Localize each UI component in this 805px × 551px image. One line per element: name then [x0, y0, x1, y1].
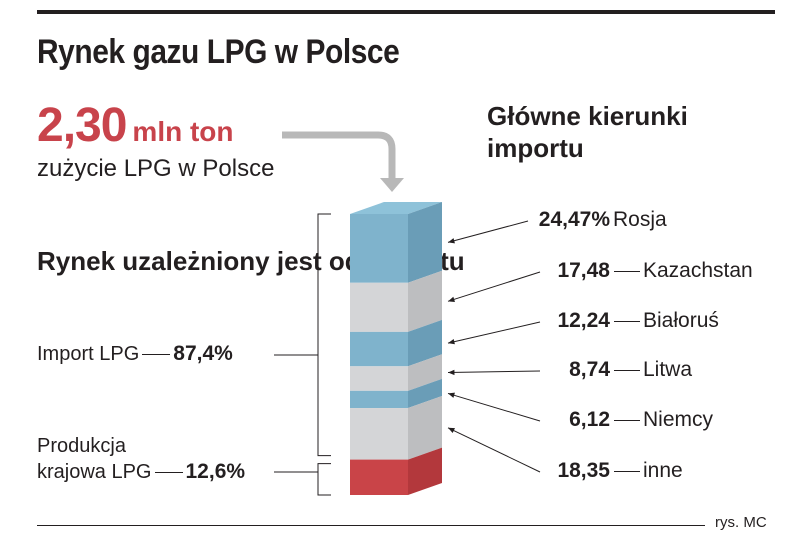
production-segment-side — [408, 447, 442, 495]
production-dash — [154, 472, 183, 473]
top-rule — [37, 10, 775, 14]
import-bracket — [317, 213, 331, 457]
category-label: Kazachstan — [643, 259, 753, 282]
leader-arrowhead — [448, 427, 455, 434]
leader-arrowhead — [448, 369, 455, 376]
category-label: inne — [643, 459, 683, 482]
legend-row: 18,35 inne — [470, 459, 770, 483]
right-heading: Główne kierunki importu — [487, 101, 688, 163]
production-value: 12,6% — [185, 460, 246, 483]
stack-segment — [350, 408, 408, 460]
category-label: Białoruś — [643, 309, 719, 332]
leader-arrowhead — [448, 392, 455, 398]
row-dash — [614, 370, 640, 371]
stack-segment — [350, 331, 408, 367]
stack-segment-side — [408, 354, 442, 391]
total-caption: zużycie LPG w Polsce — [37, 155, 275, 182]
total-consumption: 2,30 mln ton — [37, 98, 234, 153]
leader-line — [447, 392, 541, 422]
import-label-row: Import LPG 87,4% — [37, 342, 233, 366]
production-label-2: krajowa LPG — [37, 461, 152, 483]
category-label: Litwa — [643, 358, 693, 381]
production-bracket — [317, 463, 331, 496]
total-arrowhead — [380, 178, 404, 192]
legend-row: 6,12 Niemcy — [470, 408, 770, 432]
value-label: 8,74 — [569, 358, 610, 381]
leader-line — [447, 427, 541, 473]
value-label: 24,47% — [538, 208, 610, 231]
row-dash — [614, 471, 640, 472]
total-value: 2,30 — [37, 99, 127, 152]
page-title: Rynek gazu LPG w Polsce — [37, 33, 400, 71]
import-dash — [142, 354, 171, 355]
leader-line — [447, 370, 541, 374]
stack-segment-side — [408, 378, 442, 409]
stack-segment — [350, 366, 408, 391]
leader-line — [447, 321, 541, 344]
value-label: 18,35 — [557, 459, 610, 482]
production-label-1: Produkcja — [37, 435, 126, 457]
total-unit: mln ton — [132, 116, 234, 147]
import-label: Import LPG — [37, 343, 140, 365]
leader-line — [447, 271, 541, 302]
legend-row: 17,48 Kazachstan — [470, 259, 770, 283]
import-value: 87,4% — [173, 342, 233, 365]
row-dash — [614, 420, 640, 421]
legend-row: 24,47% Rosja — [470, 208, 770, 232]
leader-arrowhead — [448, 338, 455, 345]
row-dash — [614, 321, 640, 322]
leader-line — [447, 220, 529, 243]
stack-segment-side — [408, 270, 442, 332]
row-dash — [614, 271, 640, 272]
bottom-rule — [37, 525, 705, 526]
stack-segment-side — [408, 396, 442, 460]
stack-top-face — [350, 202, 442, 214]
stack-segment — [350, 214, 408, 283]
stack-segment-side — [408, 202, 442, 283]
stack-segment-side — [408, 319, 442, 367]
value-label: 6,12 — [569, 408, 610, 431]
leader-arrowhead — [448, 238, 455, 244]
credit: rys. MC — [715, 514, 767, 531]
leader-arrowhead — [448, 296, 455, 302]
total-arrow — [282, 131, 396, 180]
stack-segment — [350, 282, 408, 332]
category-label: Niemcy — [643, 408, 714, 431]
legend-row: 12,24 Białoruś — [470, 309, 770, 333]
value-label: 17,48 — [557, 259, 610, 282]
production-label-row: krajowa LPG 12,6% — [37, 460, 245, 484]
value-label: 12,24 — [557, 309, 610, 332]
legend-row: 8,74 Litwa — [470, 358, 770, 382]
production-segment — [350, 459, 408, 495]
category-label: Rosja — [613, 208, 667, 231]
stack-segment — [350, 390, 408, 409]
